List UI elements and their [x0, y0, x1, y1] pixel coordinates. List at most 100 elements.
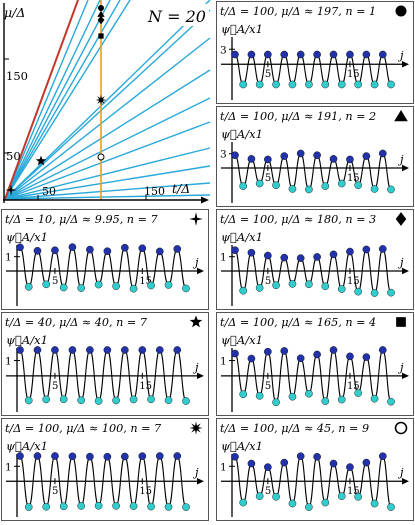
site-amplitude-point [231, 349, 239, 358]
main-spectrum-chart: μ/Δ 150 50 50 150 t/Δ N = 20 [0, 0, 212, 206]
site-amplitude-point [138, 452, 147, 460]
site-amplitude-point [354, 181, 362, 190]
spectrum-line [4, 0, 89, 200]
site-amplitude-point [362, 353, 371, 361]
site-amplitude-point [231, 453, 239, 461]
annotation-background [145, 4, 209, 26]
panel-y-tick-label: 1 [220, 252, 227, 264]
site-amplitude-point [288, 80, 297, 89]
site-amplitude-point [387, 80, 395, 89]
site-amplitude-point [231, 50, 239, 59]
panel-x-tick-label: 5 [52, 486, 58, 497]
panel-y-label: ψ⃗A/x1 [221, 127, 263, 141]
site-amplitude-point [86, 245, 94, 254]
site-amplitude-point [329, 250, 338, 259]
panel-x-tick-label: 15 [347, 381, 360, 392]
site-amplitude-point [362, 245, 371, 254]
site-amplitude-point [16, 346, 24, 354]
site-amplitude-point [68, 452, 77, 461]
site-amplitude-point [387, 397, 395, 406]
spectrum-line [4, 37, 211, 200]
panel-x-tick-label: 15 [347, 69, 360, 80]
panel-y-tick-label: 1 [5, 356, 12, 368]
site-amplitude-point [362, 50, 371, 59]
panel-x-tick-label: 5 [265, 69, 271, 80]
site-amplitude-point [362, 152, 371, 160]
site-amplitude-point [337, 285, 346, 293]
site-amplitude-point [155, 452, 164, 460]
site-amplitude-point [16, 243, 24, 252]
site-amplitude-point [305, 503, 313, 511]
site-amplitude-point [255, 492, 264, 500]
panel-x-axis-arrow [402, 61, 409, 68]
site-amplitude-point [329, 346, 338, 354]
site-amplitude-point [138, 346, 147, 354]
spectrum-line [4, 165, 211, 200]
site-amplitude-point [164, 503, 173, 511]
site-amplitude-point [370, 185, 379, 193]
site-amplitude-point [51, 346, 59, 354]
main-ytick-label-150: 150 [6, 69, 28, 83]
site-amplitude-point [59, 283, 68, 292]
site-amplitude-point [346, 247, 354, 256]
panel-x-tick-label: 5 [265, 276, 271, 287]
site-amplitude-point [247, 50, 256, 59]
panel-x-label: j [192, 255, 199, 269]
site-amplitude-point [288, 392, 297, 401]
panel-x-label: j [397, 48, 404, 62]
panel-x-tick-label: 5 [52, 381, 58, 392]
panel-x-label: j [192, 360, 199, 374]
site-amplitude-point [337, 395, 346, 404]
panel-x-axis-arrow [402, 478, 409, 485]
main-x-label: t/Δ [172, 181, 190, 196]
site-amplitude-point [51, 452, 59, 460]
spectrum-line [4, 9, 211, 200]
site-amplitude-point [354, 287, 362, 296]
site-amplitude-point [239, 498, 248, 507]
triangle-marker-icon [97, 10, 105, 17]
spectrum-line [4, 97, 211, 200]
site-amplitude-point [112, 282, 120, 290]
site-amplitude-point [86, 452, 94, 461]
site-amplitude-point [173, 346, 182, 354]
site-amplitude-point [112, 502, 120, 510]
site-amplitude-point [305, 280, 313, 289]
site-amplitude-point [272, 492, 280, 501]
site-amplitude-point [164, 281, 173, 289]
site-amplitude-point [182, 397, 190, 405]
site-amplitude-point [16, 452, 24, 460]
site-amplitude-point [264, 463, 272, 471]
site-amplitude-point [378, 452, 387, 461]
panel-x-tick-label: 15 [347, 486, 360, 497]
site-amplitude-point [280, 347, 289, 355]
panel-x-tick-label: 15 [347, 173, 360, 184]
site-amplitude-point [305, 185, 313, 194]
site-amplitude-point [337, 492, 346, 500]
square-marker-icon [98, 33, 104, 39]
site-amplitude-point [239, 390, 248, 399]
site-amplitude-point [94, 501, 103, 510]
spectrum-line [4, 182, 211, 200]
site-amplitude-point [280, 253, 289, 262]
site-amplitude-point [129, 502, 138, 510]
panel-x-axis-arrow [197, 267, 204, 275]
panel-x-axis-arrow [197, 372, 204, 380]
site-amplitude-point [255, 179, 264, 188]
site-amplitude-point [121, 452, 129, 461]
site-amplitude-point [33, 346, 42, 354]
site-amplitude-point [296, 452, 305, 461]
site-amplitude-point [296, 149, 305, 158]
site-amplitude-point [272, 281, 280, 290]
panel-y-tick-label: 1 [5, 252, 12, 264]
site-amplitude-point [272, 181, 280, 190]
panel-x-tick-label: 15 [347, 276, 360, 287]
site-amplitude-point [33, 452, 42, 460]
site-amplitude-point [370, 499, 379, 508]
panel-title: t/Δ = 10, μ/Δ ≈ 9.95, n = 7 [5, 213, 158, 226]
site-amplitude-point [68, 346, 77, 354]
panel-x-tick-label: 15 [139, 381, 152, 392]
site-amplitude-point [155, 247, 164, 256]
